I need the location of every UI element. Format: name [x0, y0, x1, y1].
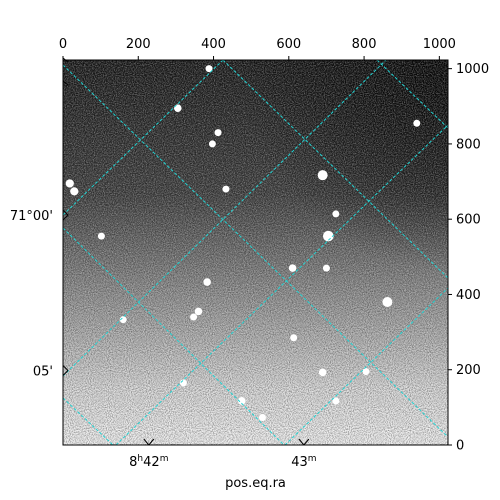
bright-source-2: [382, 296, 393, 307]
wcs-grid-line-3: [115, 124, 448, 445]
dec-tick-label: 05': [33, 364, 53, 379]
dec-tick-mark: [62, 214, 69, 221]
ra-tick-mark: [298, 438, 305, 446]
sky-image: [63, 60, 448, 445]
top-axis-ticks: 0 200 400 600 800 1000: [59, 37, 456, 60]
bright-source-16: [318, 368, 327, 377]
bright-source-15: [290, 334, 298, 342]
sky-noise-dark: [63, 60, 448, 445]
dec-tick-mark: [62, 80, 69, 86]
bright-source-3: [288, 264, 297, 272]
right-tick-label: 400: [456, 288, 481, 303]
right-axis-ticks: 0 200 400 600 800 1000: [448, 62, 489, 454]
bright-source-17: [237, 397, 246, 405]
plot-frame: [62, 59, 449, 446]
bright-source-1: [323, 230, 334, 242]
top-tick-label: 0: [59, 37, 67, 52]
right-tick-label: 600: [456, 213, 481, 228]
bright-source-10: [332, 210, 340, 218]
wcs-grid-line-8: [63, 397, 114, 445]
bright-source-19: [332, 397, 340, 405]
bright-source-7: [214, 129, 222, 137]
bright-source-14: [190, 313, 198, 321]
top-tick-label: 800: [352, 37, 377, 52]
top-tick-label: 400: [201, 37, 226, 52]
x-axis-label: pos.eq.ra: [225, 476, 286, 491]
bright-source-4: [65, 179, 74, 188]
bright-source-21: [413, 119, 421, 127]
dec-axis-ticks: 71°00' 05': [10, 57, 69, 379]
wcs-grid-line-2: [63, 60, 387, 377]
bright-source-22: [97, 232, 105, 240]
ra-tick-label: 43m: [291, 454, 316, 470]
wcs-grid-line-5: [222, 60, 448, 279]
top-tick-label: 200: [126, 37, 151, 52]
right-tick-label: 1000: [456, 62, 489, 77]
bright-source-0: [317, 170, 328, 181]
ra-tick-mark: [148, 438, 155, 446]
bright-source-24: [179, 379, 187, 387]
ra-tick-mark: [143, 438, 150, 446]
dec-tick-label: 71°00': [10, 209, 53, 224]
bright-source-6: [173, 104, 182, 112]
right-tick-label: 200: [456, 363, 481, 378]
bright-source-11: [322, 264, 330, 272]
bright-source-18: [258, 414, 266, 422]
wcs-grid-line-1: [63, 60, 224, 216]
ra-tick-mark: [303, 438, 310, 446]
ra-axis-ticks: 8h42m 43m: [129, 438, 317, 470]
wcs-grid-lines: [63, 60, 448, 445]
bright-source-25: [362, 368, 370, 376]
bright-source-23: [119, 316, 127, 324]
bright-source-5: [70, 187, 79, 196]
bright-source-20: [205, 65, 213, 73]
bright-source-9: [222, 185, 230, 193]
dec-tick-mark: [62, 209, 69, 216]
dec-tick-mark: [62, 365, 69, 371]
top-tick-label: 1000: [423, 37, 456, 52]
bright-source-12: [203, 278, 211, 286]
wcs-grid-line-4: [284, 287, 448, 445]
wcs-grid-line-6: [376, 60, 448, 129]
bright-source-13: [194, 307, 203, 316]
right-tick-label: 800: [456, 137, 481, 152]
ra-tick-label: 8h42m: [129, 454, 168, 470]
dec-tick-mark: [62, 57, 69, 63]
right-tick-label: 0: [456, 439, 464, 454]
top-tick-label: 600: [276, 37, 301, 52]
dec-tick-mark: [62, 370, 69, 376]
bright-source-8: [208, 140, 216, 148]
bright-sources: [65, 65, 421, 422]
wcs-grid-line-7: [63, 227, 285, 445]
